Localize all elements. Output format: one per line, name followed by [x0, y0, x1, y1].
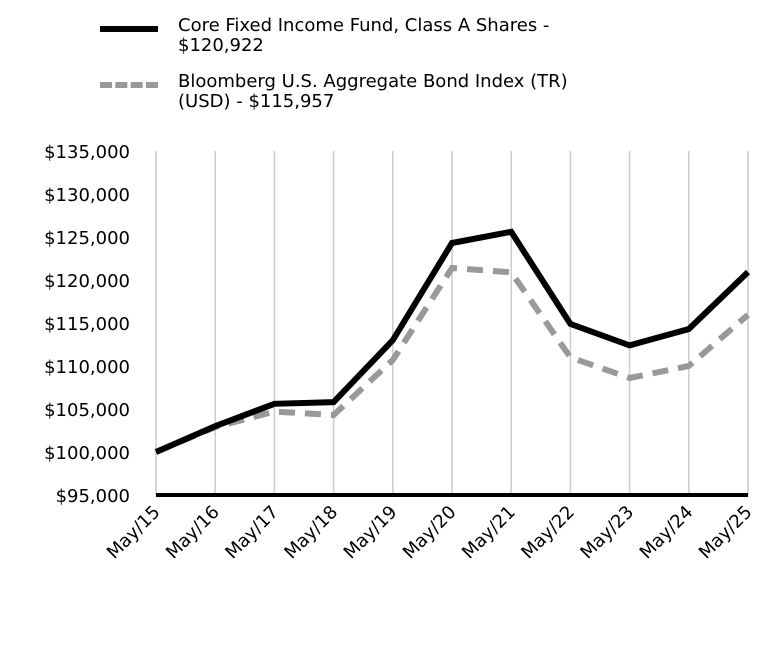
x-tick-label: May/21	[458, 502, 520, 564]
x-tick-label: May/18	[280, 502, 342, 564]
y-tick-label: $95,000	[56, 486, 130, 507]
y-tick-label: $125,000	[44, 228, 130, 249]
y-tick-label: $120,000	[44, 271, 130, 292]
series-line-index	[154, 264, 750, 455]
legend-label-index: Bloomberg U.S. Aggregate Bond Index (TR)…	[178, 71, 568, 112]
legend-swatch-index	[100, 82, 158, 88]
x-tick-label: May/24	[636, 502, 698, 564]
x-tick-label: May/23	[576, 502, 638, 564]
y-tick-label: $105,000	[44, 400, 130, 421]
x-tick-label: May/15	[103, 502, 165, 564]
x-tick-label: May/25	[695, 502, 757, 564]
y-tick-label: $110,000	[44, 357, 130, 378]
x-tick-label: May/16	[162, 502, 224, 564]
series-line-fund	[154, 228, 751, 455]
x-tick-label: May/19	[340, 502, 402, 564]
y-tick-label: $115,000	[44, 314, 130, 335]
y-tick-label: $100,000	[44, 443, 130, 464]
x-tick-label: May/20	[399, 502, 461, 564]
y-tick-label: $130,000	[44, 185, 130, 206]
x-tick-label: May/17	[221, 502, 283, 564]
legend-label-fund: Core Fixed Income Fund, Class A Shares -…	[178, 15, 550, 56]
y-tick-label: $135,000	[44, 142, 130, 163]
x-tick-label: May/22	[517, 502, 579, 564]
legend-swatch-fund	[100, 26, 158, 32]
